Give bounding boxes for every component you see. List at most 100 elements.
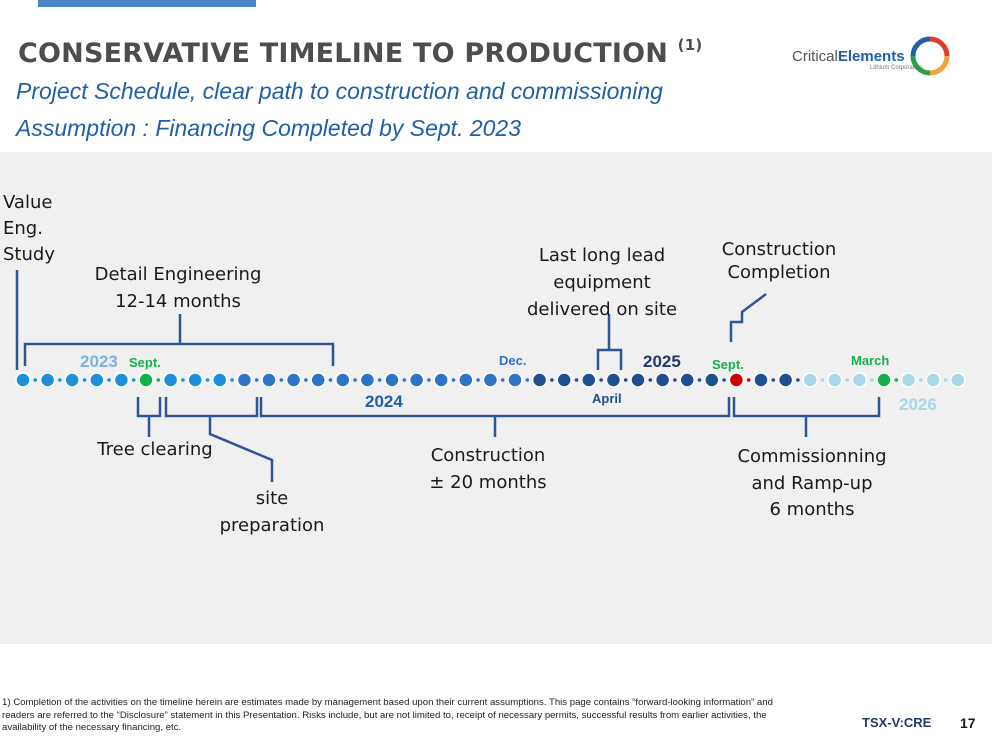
timeline-dot [433, 372, 449, 388]
label-commissioning-1: Commissionning [737, 446, 886, 467]
label-commissioning-3: 6 months [770, 499, 855, 520]
timeline-separator-dot [377, 378, 382, 382]
month-april-2025: April [592, 391, 622, 406]
timeline-separator-dot [697, 378, 702, 382]
timeline-separator-dot [869, 378, 874, 382]
brackets-below [136, 397, 881, 482]
timeline-separator-dot [427, 378, 431, 382]
timeline-dot [531, 372, 548, 388]
timeline-dot [630, 372, 646, 388]
timeline-dots [15, 372, 966, 388]
timeline-separator-dot [943, 378, 948, 382]
timeline-separator-dot [230, 378, 234, 382]
timeline-dot [335, 372, 351, 388]
timeline-separator-dot [648, 378, 653, 382]
timeline-dot [605, 372, 622, 388]
timeline-dot [89, 372, 105, 388]
timeline-separator-dot [771, 378, 776, 382]
timeline-dot [285, 372, 302, 388]
month-sept-2023: Sept. [129, 355, 161, 370]
timeline-dot [212, 372, 228, 388]
ticker-symbol: TSX-V:CRE [862, 715, 932, 730]
timeline-separator-dot [894, 378, 899, 382]
label-detail-eng-2: 12-14 months [115, 291, 241, 312]
timeline-separator-dot [919, 378, 923, 382]
subtitle-schedule: Project Schedule, clear path to construc… [16, 78, 663, 104]
logo-tagline: Lithium Corporation [870, 65, 923, 71]
timeline-dot [777, 372, 794, 388]
site-prep-bracket [164, 397, 259, 418]
label-commissioning-2: and Ramp-up [751, 473, 872, 494]
page-number: 17 [960, 715, 976, 731]
month-march-2026: March [851, 353, 889, 368]
timeline-dot [113, 372, 130, 388]
label-value-eng-1: Value [3, 192, 52, 213]
timeline-separator-dot [476, 378, 480, 382]
timeline-separator-dot [131, 378, 136, 382]
globe-icon [910, 36, 950, 76]
timeline-separator-dot [33, 378, 38, 382]
label-tree-clearing: Tree clearing [96, 439, 212, 460]
timeline-separator-dot [254, 378, 259, 382]
label-detail-eng-1: Detail Engineering [95, 264, 262, 285]
timeline-dot [654, 372, 671, 388]
construction-bracket [259, 397, 731, 418]
timeline-dot [15, 372, 31, 388]
timeline-separator-dot [550, 378, 554, 382]
timeline-dot [581, 372, 597, 388]
timeline-dot [458, 372, 474, 388]
label-construction-1: Construction [431, 445, 546, 466]
timeline-separator-dot [451, 378, 456, 382]
timeline-dot [187, 372, 203, 388]
timeline-separator-dot [845, 378, 849, 382]
timeline-dot [679, 372, 695, 388]
timeline-separator-dot [328, 378, 333, 382]
timeline-separator-dot [279, 378, 284, 382]
label-completion-2: Completion [727, 262, 830, 283]
label-completion-1: Construction [722, 239, 837, 260]
timeline-separator-dot [205, 378, 210, 382]
timeline-separator-dot [525, 378, 530, 382]
timeline-separator-dot [156, 378, 161, 382]
timeline-dot [851, 372, 868, 388]
timeline-dot [162, 372, 179, 388]
timeline-dot [236, 372, 253, 388]
month-sept-2025: Sept. [712, 357, 744, 372]
long-lead-bracket [596, 348, 623, 370]
timeline-separator-dot [820, 378, 825, 382]
completion-connector [729, 293, 767, 342]
timeline-dot [950, 372, 966, 388]
tree-clearing-bracket [136, 397, 162, 418]
month-dec-2024: Dec. [499, 353, 526, 368]
timeline-dot [482, 372, 499, 388]
timeline-diagram: 2023 2024 2025 2026 Sept. Dec. April Sep… [3, 192, 966, 536]
logo-wordmark: CriticalElements [792, 48, 905, 65]
timeline-dot [802, 372, 818, 388]
label-long-lead-1: Last long lead [539, 245, 665, 266]
timeline-dot [900, 372, 917, 388]
year-2023: 2023 [80, 352, 118, 371]
title-footnote-mark: (1) [677, 36, 703, 54]
timeline-separator-dot [58, 378, 62, 382]
top-accent-bar [38, 0, 256, 7]
timeline-separator-dot [500, 378, 505, 382]
timeline-separator-dot [402, 378, 407, 382]
timeline-separator-dot [181, 378, 185, 382]
timeline-dot [64, 372, 80, 388]
timeline-separator-dot [353, 378, 357, 382]
timeline-dot [507, 372, 523, 388]
timeline-dot [138, 372, 154, 388]
year-2026: 2026 [899, 395, 937, 414]
company-logo: CriticalElements Lithium Corporation [792, 36, 952, 80]
page-title: CONSERVATIVE TIMELINE TO PRODUCTION (1) [18, 36, 703, 69]
label-construction-2: ± 20 months [429, 472, 546, 493]
timeline-separator-dot [304, 378, 308, 382]
label-value-eng-2: Eng. [3, 218, 43, 239]
label-site-prep-2: preparation [220, 515, 325, 536]
site-prep-connector [208, 416, 274, 482]
brackets-above [15, 270, 767, 370]
timeline-separator-dot [599, 378, 603, 382]
year-2025: 2025 [643, 352, 681, 371]
timeline-dot [384, 372, 400, 388]
timeline-dot [359, 372, 376, 388]
